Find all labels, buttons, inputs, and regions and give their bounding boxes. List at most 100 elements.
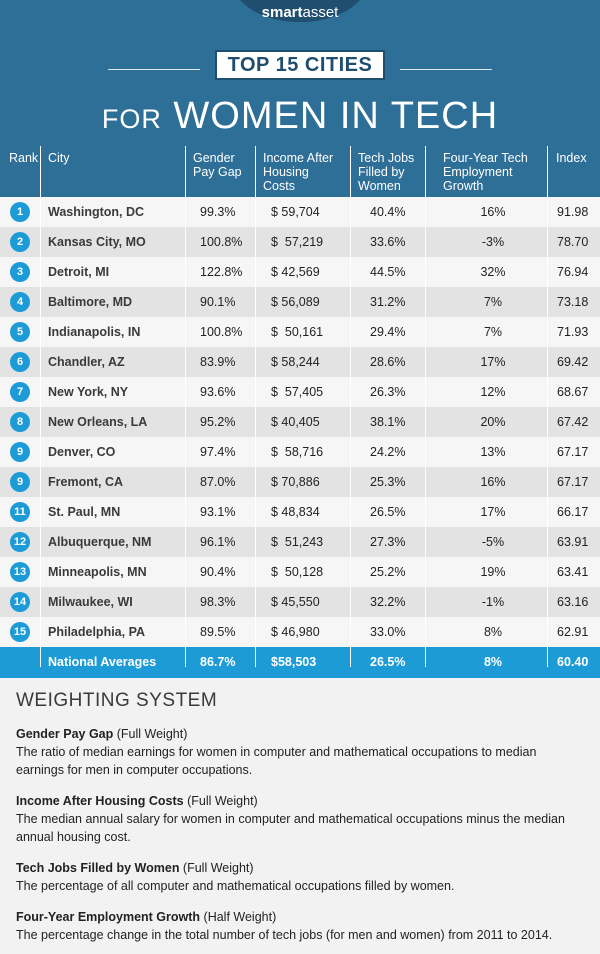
tech-cell: 24.2% [370, 445, 406, 459]
logo-tab [233, 0, 367, 22]
rank-badge: 5 [10, 322, 30, 342]
weighting-item-heading: Tech Jobs Filled by Women (Full Weight) [16, 859, 586, 877]
title-box: TOP 15 CITIES [215, 50, 385, 80]
table-row: 4 Baltimore, MD 90.1% $ 56,089 31.2% 7% 73.18 [0, 287, 600, 317]
income-cell: $ 40,405 [271, 415, 320, 429]
col-city: City [48, 151, 70, 165]
table-row: 11 St. Paul, MN 93.1% $ 48,834 26.5% 17% 66.17 [0, 497, 600, 527]
national-label: National Averages [48, 655, 157, 669]
col-rank: Rank [9, 151, 39, 165]
tech-cell: 27.3% [370, 535, 406, 549]
income-cell: $ 46,980 [271, 625, 320, 639]
national-income: $58,503 [271, 655, 317, 669]
weighting-item-name: Four-Year Employment Growth [16, 910, 201, 924]
rank-badge: 3 [10, 262, 30, 282]
gap-cell: 93.1% [200, 505, 236, 519]
tech-cell: 44.5% [370, 265, 406, 279]
weighting-item-heading: Gender Pay Gap (Full Weight) [16, 725, 586, 743]
city-cell: Detroit, MI [48, 265, 110, 279]
rank-badge: 14 [10, 592, 30, 612]
city-cell: New York, NY [48, 385, 129, 399]
gap-cell: 93.6% [200, 385, 236, 399]
table-row: 6 Chandler, AZ 83.9% $ 58,244 28.6% 17% 69.42 [0, 347, 600, 377]
table-row: 12 Albuquerque, NM 96.1% $ 51,243 27.3% -5% 63… [0, 527, 600, 557]
gap-cell: 98.3% [200, 595, 236, 609]
city-cell: Washington, DC [48, 205, 145, 219]
index-cell: 63.41 [557, 565, 589, 579]
growth-cell: 19% [480, 565, 506, 579]
weighting-item-description: The percentage of all computer and mathe… [16, 879, 455, 893]
col-growth: Four-Year Tech Employment Growth [443, 151, 528, 193]
header-banner: smartasset TOP 15 CITIES FOR WOMEN IN TE… [0, 0, 600, 146]
weighting-item-weight: (Full Weight) [113, 727, 188, 741]
title-divider-left [108, 69, 200, 70]
national-averages-row: National Averages 86.7% $58,503 26.5% 8%… [0, 647, 600, 678]
weighting-item-heading: Four-Year Employment Growth (Half Weight… [16, 908, 586, 926]
page-subtitle: FOR WOMEN IN TECH [101, 95, 499, 137]
rank-badge: 13 [10, 562, 30, 582]
index-cell: 71.93 [557, 325, 589, 339]
rank-badge: 12 [10, 532, 30, 552]
table-row: 1 Washington, DC 99.3% $ 59,704 40.4% 16% 91.9… [0, 197, 600, 227]
index-cell: 76.94 [557, 265, 589, 279]
weighting-item-name: Income After Housing Costs [16, 794, 184, 808]
table-body: 1 Washington, DC 99.3% $ 59,704 40.4% 16% 91.9… [0, 197, 600, 647]
income-cell: $ 57,405 [271, 385, 324, 399]
weighting-item-name: Tech Jobs Filled by Women [16, 861, 180, 875]
smartasset-logo: smartasset [261, 4, 339, 21]
weighting-item-weight: (Full Weight) [183, 794, 258, 808]
index-cell: 67.17 [557, 475, 589, 489]
income-cell: $ 42,569 [271, 265, 320, 279]
growth-cell: -3% [481, 235, 505, 249]
city-cell: Albuquerque, NM [48, 535, 152, 549]
title-divider-right [400, 69, 492, 70]
col-income: Income After Housing Costs [263, 151, 334, 193]
table-row: 8 New Orleans, LA 95.2% $ 40,405 38.1% 20% 67.… [0, 407, 600, 437]
national-tech: 26.5% [370, 655, 406, 669]
rank-badge: 8 [10, 412, 30, 432]
national-growth: 8% [483, 655, 503, 669]
table-row: 9 Denver, CO 97.4% $ 58,716 24.2% 13% 67.17 [0, 437, 600, 467]
rank-badge: 4 [10, 292, 30, 312]
income-cell: $ 45,550 [271, 595, 320, 609]
weighting-item-description: The median annual salary for women in co… [16, 812, 565, 844]
tech-cell: 32.2% [370, 595, 406, 609]
weighting-item: Tech Jobs Filled by Women (Full Weight) T… [16, 859, 586, 895]
rank-badge: 9 [10, 442, 30, 462]
income-cell: $ 56,089 [271, 295, 320, 309]
gap-cell: 100.8% [200, 235, 243, 249]
income-cell: $ 58,716 [271, 445, 324, 459]
national-gap: 86.7% [200, 655, 236, 669]
growth-cell: -1% [481, 595, 505, 609]
weighting-item-name: Gender Pay Gap [16, 727, 114, 741]
col-separator [425, 146, 426, 667]
city-cell: Fremont, CA [48, 475, 123, 489]
table-row: 2 Kansas City, MO 100.8% $ 57,219 33.6% -3% 78… [0, 227, 600, 257]
weighting-item: Gender Pay Gap (Full Weight) The ratio of… [16, 725, 586, 779]
gap-cell: 122.8% [200, 265, 243, 279]
col-gender-pay-gap: Gender Pay Gap [193, 151, 242, 179]
weighting-item-heading: Income After Housing Costs (Full Weight) [16, 792, 586, 810]
gap-cell: 96.1% [200, 535, 236, 549]
city-cell: Milwaukee, WI [48, 595, 133, 609]
col-tech-jobs: Tech Jobs Filled by Women [358, 151, 415, 193]
table-row: 7 New York, NY 93.6% $ 57,405 26.3% 12% 68.67 [0, 377, 600, 407]
index-cell: 91.98 [557, 205, 589, 219]
city-cell: Chandler, AZ [48, 355, 125, 369]
tech-cell: 26.5% [370, 505, 406, 519]
col-index: Index [556, 151, 587, 165]
weighting-title: WEIGHTING SYSTEM [16, 690, 218, 711]
gap-cell: 100.8% [200, 325, 243, 339]
col-separator [255, 146, 256, 667]
income-cell: $ 48,834 [271, 505, 320, 519]
table-row: 13 Minneapolis, MN 90.4% $ 50,128 25.2% 19% 63… [0, 557, 600, 587]
growth-cell: 32% [480, 265, 506, 279]
tech-cell: 25.3% [370, 475, 406, 489]
income-cell: $ 50,128 [271, 565, 324, 579]
rank-badge: 1 [10, 202, 30, 222]
growth-cell: 12% [480, 385, 506, 399]
city-cell: Indianapolis, IN [48, 325, 141, 339]
city-cell: Denver, CO [48, 445, 116, 459]
index-cell: 68.67 [557, 385, 589, 399]
gap-cell: 90.1% [200, 295, 236, 309]
